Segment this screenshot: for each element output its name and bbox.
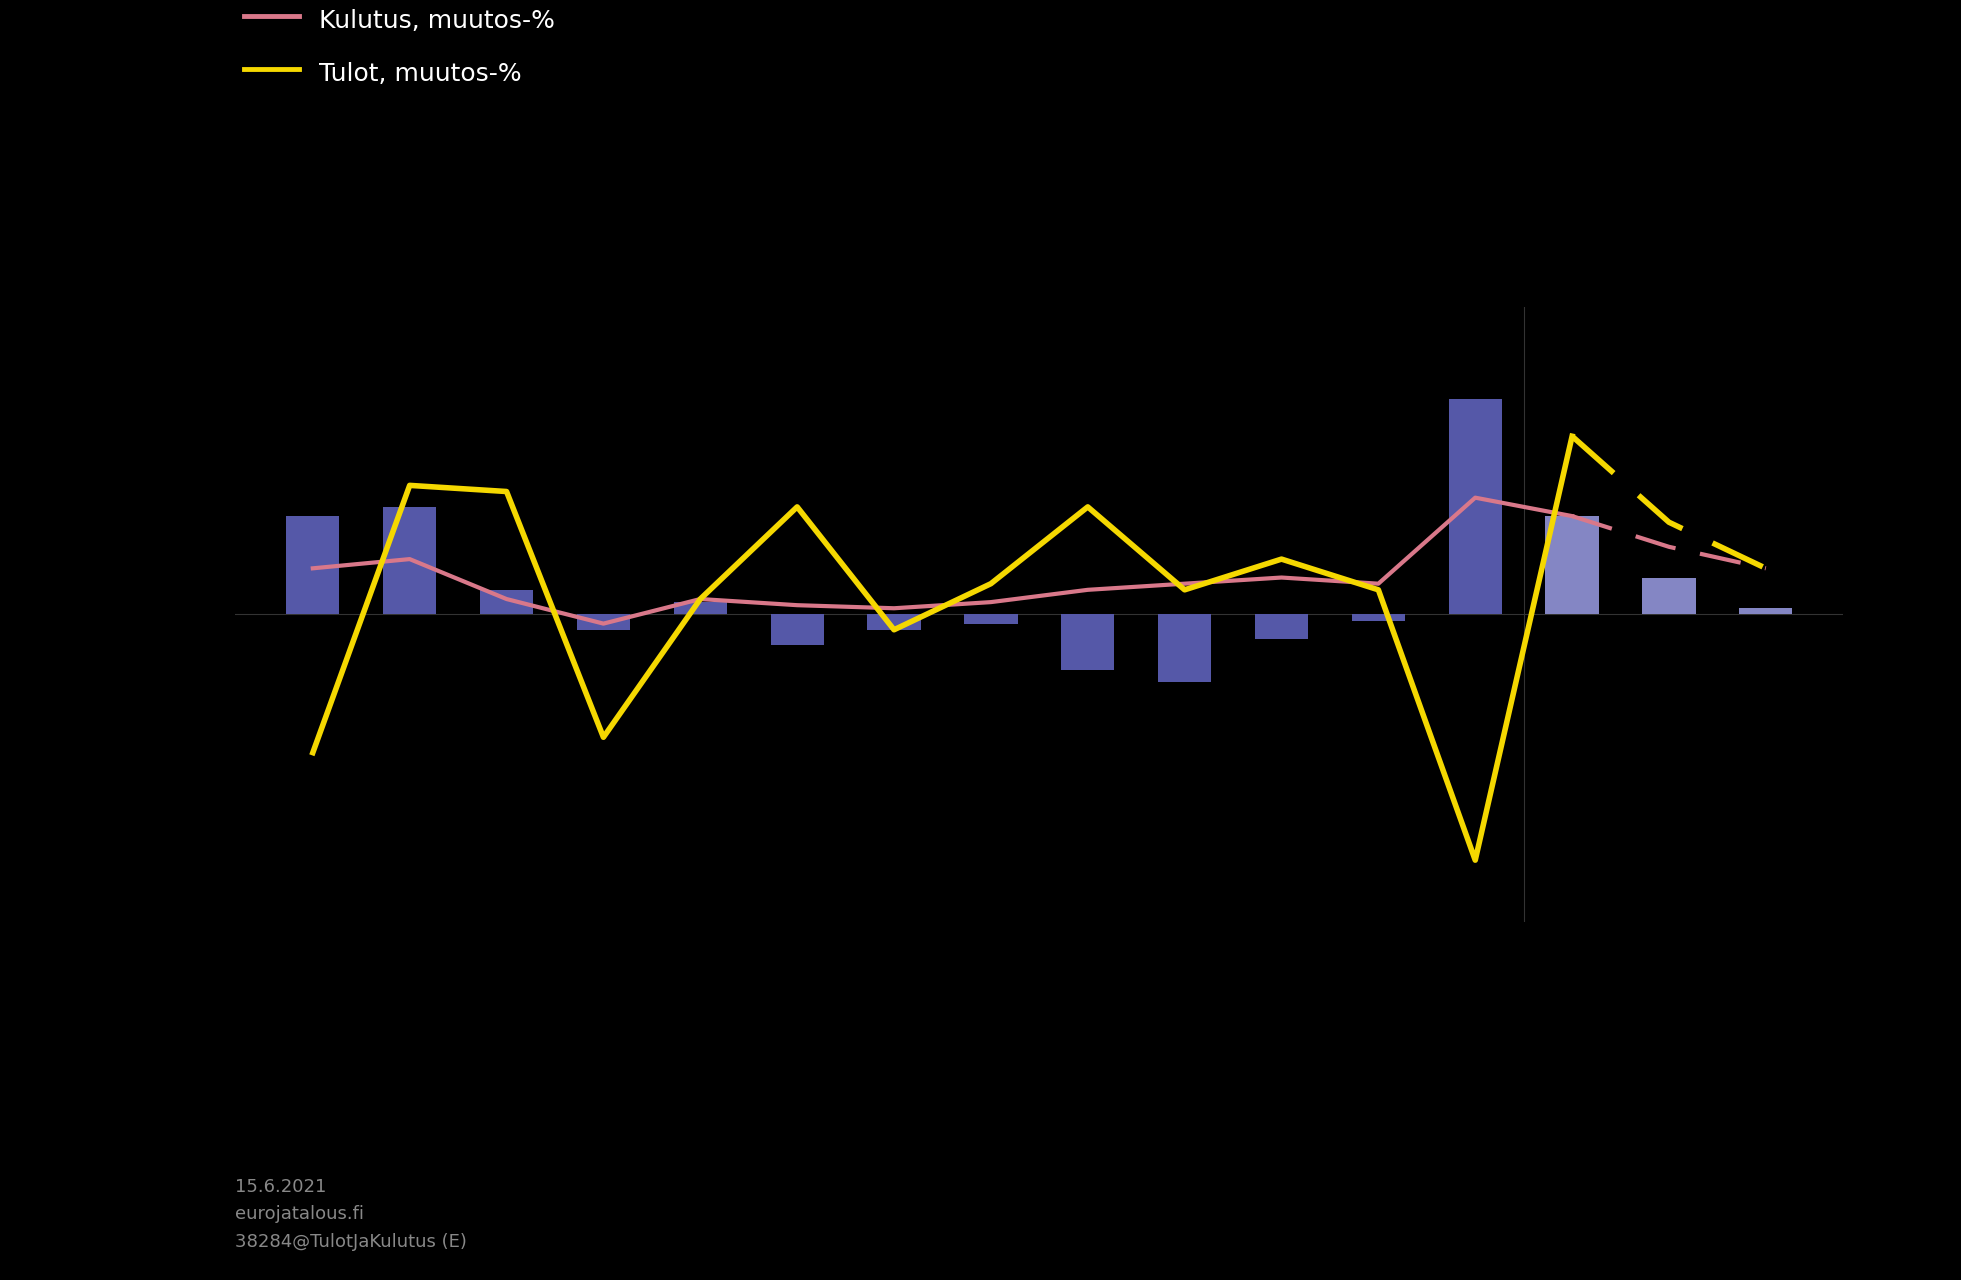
Bar [577, 614, 629, 630]
Bar [1739, 608, 1792, 614]
Bar [1061, 614, 1114, 669]
Bar [1449, 399, 1502, 614]
Bar [1255, 614, 1308, 639]
Bar [1351, 614, 1404, 621]
Bar [382, 507, 435, 614]
Bar [1643, 577, 1696, 614]
Bar [286, 516, 339, 614]
Bar [675, 602, 728, 614]
Bar [965, 614, 1018, 623]
Bar [771, 614, 824, 645]
Text: 15.6.2021
eurojatalous.fi
38284@TulotJaKulutus (E): 15.6.2021 eurojatalous.fi 38284@TulotJaK… [235, 1178, 467, 1252]
Bar [1159, 614, 1212, 682]
Bar [867, 614, 920, 630]
Legend: Säästämisaste, Kulutus, muutos-%, Tulot, muutos-%: Säästämisaste, Kulutus, muutos-%, Tulot,… [231, 0, 567, 100]
Bar [1545, 516, 1598, 614]
Bar [480, 590, 533, 614]
